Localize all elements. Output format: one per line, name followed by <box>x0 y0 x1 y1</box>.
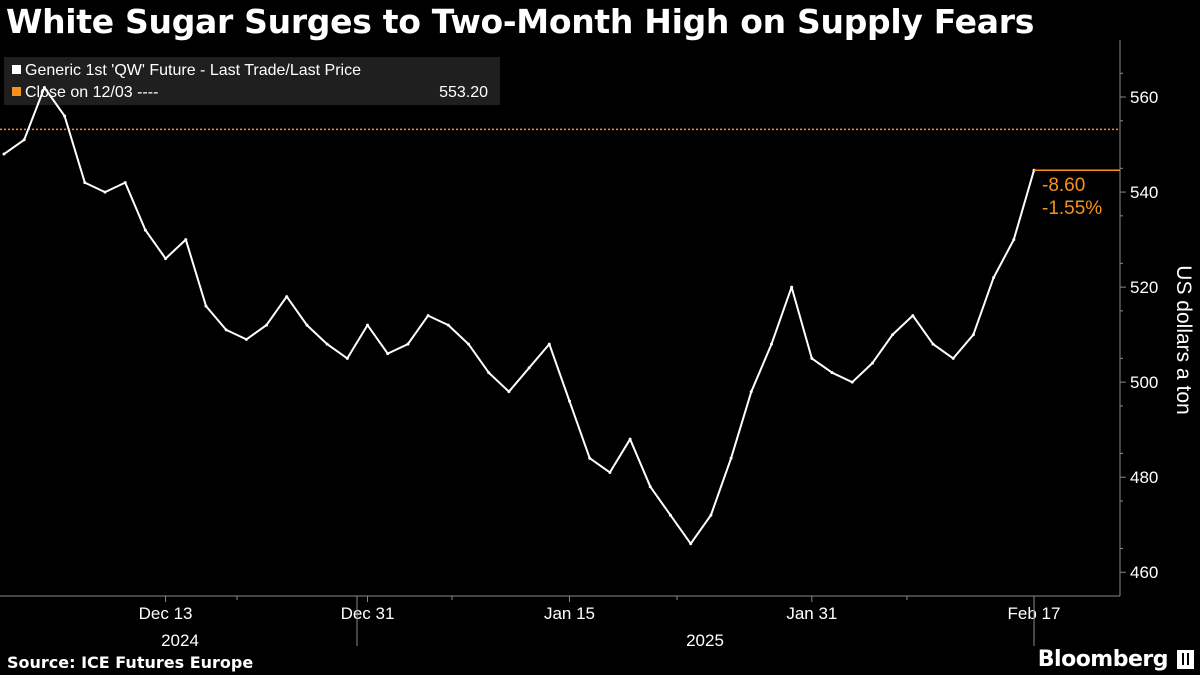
legend-entry-close: Close on 12/03 ---- <box>12 82 158 104</box>
brand-logo: Bloomberg <box>1037 647 1169 672</box>
price-point <box>971 333 975 337</box>
price-point <box>164 257 168 261</box>
x-tick-label: Jan 15 <box>544 604 595 623</box>
price-point <box>1012 238 1016 242</box>
price-point <box>265 323 269 327</box>
price-point <box>184 238 188 242</box>
price-point <box>547 342 551 346</box>
price-point <box>446 323 450 327</box>
price-point <box>285 295 289 299</box>
year-label-2025: 2025 <box>686 631 724 650</box>
price-point <box>951 356 955 360</box>
legend-box: Generic 1st 'QW' Future - Last Trade/Las… <box>4 57 500 105</box>
price-point <box>386 352 390 356</box>
price-point <box>2 152 6 156</box>
price-point <box>143 228 147 232</box>
price-point <box>689 542 693 546</box>
price-point <box>83 181 87 185</box>
year-label-2024: 2024 <box>161 631 199 650</box>
x-tick-label: Jan 31 <box>786 604 837 623</box>
price-point <box>204 304 208 308</box>
price-point <box>42 86 46 90</box>
price-point <box>608 470 612 474</box>
price-point <box>123 181 127 185</box>
price-point <box>487 371 491 375</box>
y-tick-label: 560 <box>1130 88 1158 107</box>
price-point <box>830 371 834 375</box>
price-point <box>648 485 652 489</box>
price-point <box>668 513 672 517</box>
price-point <box>325 342 329 346</box>
legend-close-value: 553.20 <box>439 84 488 101</box>
price-point <box>628 437 632 441</box>
y-tick-label: 500 <box>1130 373 1158 392</box>
x-tick-label: Dec 13 <box>139 604 193 623</box>
price-point <box>810 356 814 360</box>
y-tick-label: 520 <box>1130 278 1158 297</box>
price-point <box>870 361 874 365</box>
change-annotation: -8.60 <box>1042 175 1085 196</box>
price-point <box>224 328 228 332</box>
price-point <box>103 190 107 194</box>
chart-title: White Sugar Surges to Two-Month High on … <box>6 2 1035 41</box>
price-point <box>709 513 713 517</box>
price-point <box>790 285 794 289</box>
price-point <box>729 456 733 460</box>
price-point <box>366 323 370 327</box>
price-point <box>749 390 753 394</box>
price-point <box>891 333 895 337</box>
legend-swatch-close <box>12 87 21 97</box>
price-point <box>345 356 349 360</box>
legend-label-price: Generic 1st 'QW' Future - Last Trade/Las… <box>25 62 362 79</box>
price-point <box>426 314 430 318</box>
price-point <box>527 366 531 370</box>
y-axis-label: US dollars a ton <box>1172 265 1195 414</box>
y-tick-label: 480 <box>1130 468 1158 487</box>
price-series-line <box>3 86 1035 545</box>
bloomberg-terminal-icon <box>1177 650 1194 669</box>
price-point <box>507 390 511 394</box>
price-point <box>769 342 773 346</box>
price-point <box>63 114 67 118</box>
x-tick-label: Dec 31 <box>341 604 395 623</box>
legend-entry-price: Generic 1st 'QW' Future - Last Trade/Las… <box>12 60 361 82</box>
price-point <box>467 342 471 346</box>
legend-label-close: Close on 12/03 ---- <box>25 84 159 101</box>
source-note: Source: ICE Futures Europe <box>7 653 254 672</box>
price-point <box>244 337 248 341</box>
change-pct-annotation: -1.55% <box>1042 198 1102 219</box>
price-point <box>992 276 996 280</box>
price-point <box>850 380 854 384</box>
price-point <box>911 314 915 318</box>
legend-swatch-price <box>12 65 21 75</box>
price-point <box>305 323 309 327</box>
price-point <box>567 399 571 403</box>
price-point <box>931 342 935 346</box>
price-point <box>22 138 26 142</box>
y-tick-label: 460 <box>1130 563 1158 582</box>
price-point <box>406 342 410 346</box>
price-point <box>588 456 592 460</box>
y-tick-label: 540 <box>1130 183 1158 202</box>
